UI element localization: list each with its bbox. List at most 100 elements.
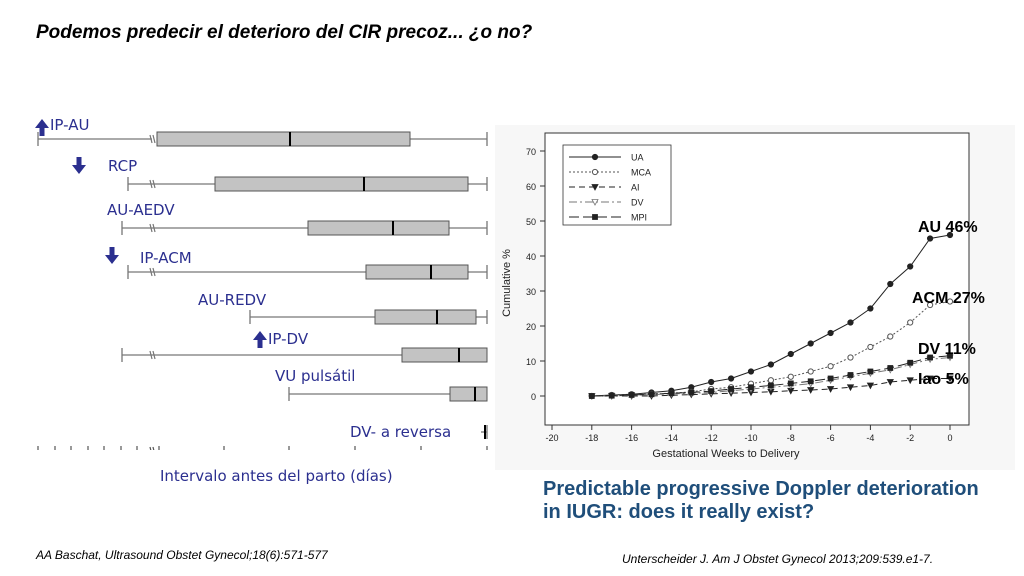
point-ai (866, 382, 875, 390)
legend-label-mpi: MPI (631, 213, 647, 223)
up-arrow-icon (253, 331, 267, 348)
end-label-dv: DV 11% (918, 341, 976, 358)
point-mpi (947, 352, 953, 359)
legend-marker-mpi (592, 214, 598, 220)
point-ua (867, 305, 874, 312)
point-mpi (728, 386, 735, 392)
row-label-au-aedv: AU-AEDV (107, 201, 175, 219)
point-ai (826, 386, 835, 393)
up-arrow-icon (35, 119, 49, 136)
point-mpi (867, 368, 874, 375)
point-mca (767, 377, 774, 384)
point-mca (807, 368, 814, 375)
point-ua (887, 280, 894, 288)
point-mca (927, 301, 934, 309)
point-ai (846, 384, 855, 392)
citation-left: AA Baschat, Ultrasound Obstet Gynecol;18… (36, 548, 328, 562)
point-mpi (847, 372, 854, 378)
end-label-acm: ACM 27% (912, 290, 985, 307)
point-mpi (827, 375, 834, 382)
point-mpi (588, 393, 595, 399)
legend-marker-dv (591, 199, 599, 206)
legend-box (562, 144, 672, 226)
point-ai (946, 375, 954, 383)
y-tick-label: 70 (526, 147, 536, 157)
point-mpi (668, 390, 675, 397)
point-ua (708, 378, 715, 386)
box-ip-acm (365, 264, 469, 280)
row-label-dv-reversa: DV- a reversa (350, 423, 452, 441)
citation-right: Unterscheider J. Am J Obstet Gynecol 201… (622, 552, 934, 566)
point-mca (827, 363, 834, 370)
point-ua (927, 235, 934, 242)
point-mpi (807, 378, 814, 385)
row-label-au-redv: AU-REDV (198, 291, 267, 309)
point-mpi (688, 389, 695, 396)
point-ua (946, 231, 954, 239)
y-tick-label: 40 (526, 252, 536, 262)
legend-label-dv: DV (631, 198, 644, 208)
box-au-aedv (307, 220, 450, 236)
x-tick-label: -12 (705, 433, 718, 443)
point-ai (906, 377, 914, 385)
row-label-ip-acm: IP-ACM (140, 249, 192, 267)
point-ua (907, 263, 914, 270)
slide-title: Podemos predecir el deterioro del CIR pr… (36, 22, 533, 43)
point-mpi (608, 392, 615, 399)
legend-label-ua: UA (631, 153, 644, 163)
point-mca (946, 298, 954, 305)
x-tick-label: -18 (585, 433, 598, 443)
y-tick-label: 50 (526, 217, 536, 227)
point-mpi (648, 391, 655, 398)
row-label-ip-au: IP-AU (50, 116, 90, 134)
point-mpi (628, 392, 635, 398)
down-arrow-icon (72, 157, 86, 174)
y-tick-label: 0 (531, 392, 536, 402)
y-axis-label: Cumulative % (501, 249, 513, 317)
left-axis-label: Intervalo antes del parto (días) (160, 467, 393, 485)
box-vu-pulsatil (449, 386, 488, 402)
legend-label-ai: AI (631, 183, 640, 193)
y-tick-label: 60 (526, 182, 536, 192)
point-mpi (887, 365, 894, 371)
point-mpi (927, 354, 934, 361)
row-label-ip-dv: IP-DV (268, 330, 309, 348)
x-tick-label: -14 (665, 433, 678, 443)
point-ua (847, 319, 854, 326)
left-interval-chart: 84 77 70 63 56 49 42 35 28 21 14 7 0 (35, 119, 488, 450)
y-tick-label: 10 (526, 357, 536, 367)
point-mca (887, 333, 894, 340)
box-ip-au (156, 131, 411, 147)
point-mca (847, 354, 854, 361)
legend-label-mca: MCA (631, 168, 651, 178)
point-ua (767, 361, 774, 368)
point-mca (867, 343, 874, 351)
end-label-au: AU 46% (918, 219, 978, 236)
x-tick-label: -10 (744, 433, 757, 443)
box-ip-dv (401, 347, 488, 363)
y-tick-label: 20 (526, 322, 536, 332)
point-mpi (787, 380, 794, 387)
chart-caption: Predictable progressive Doppler deterior… (543, 478, 979, 523)
point-ua (827, 329, 834, 337)
point-mca (907, 319, 914, 326)
point-ua (728, 375, 735, 382)
y-tick-label: 30 (526, 287, 536, 297)
x-tick-label: -16 (625, 433, 638, 443)
row-label-rcp: RCP (108, 157, 138, 175)
point-ai (926, 375, 934, 383)
point-mca (787, 373, 794, 380)
legend-marker-ai (591, 184, 599, 191)
down-arrow-icon (105, 247, 119, 264)
point-mpi (907, 359, 914, 366)
x-tick-label: 0 (947, 433, 952, 443)
x-tick-label: -8 (787, 433, 795, 443)
x-tick-label: -6 (827, 433, 835, 443)
box-au-redv (374, 309, 477, 325)
point-ua (807, 340, 814, 347)
point-ua (747, 368, 755, 375)
legend-marker-ua (591, 153, 599, 161)
point-ua (787, 350, 794, 358)
box-rcp (214, 176, 469, 192)
